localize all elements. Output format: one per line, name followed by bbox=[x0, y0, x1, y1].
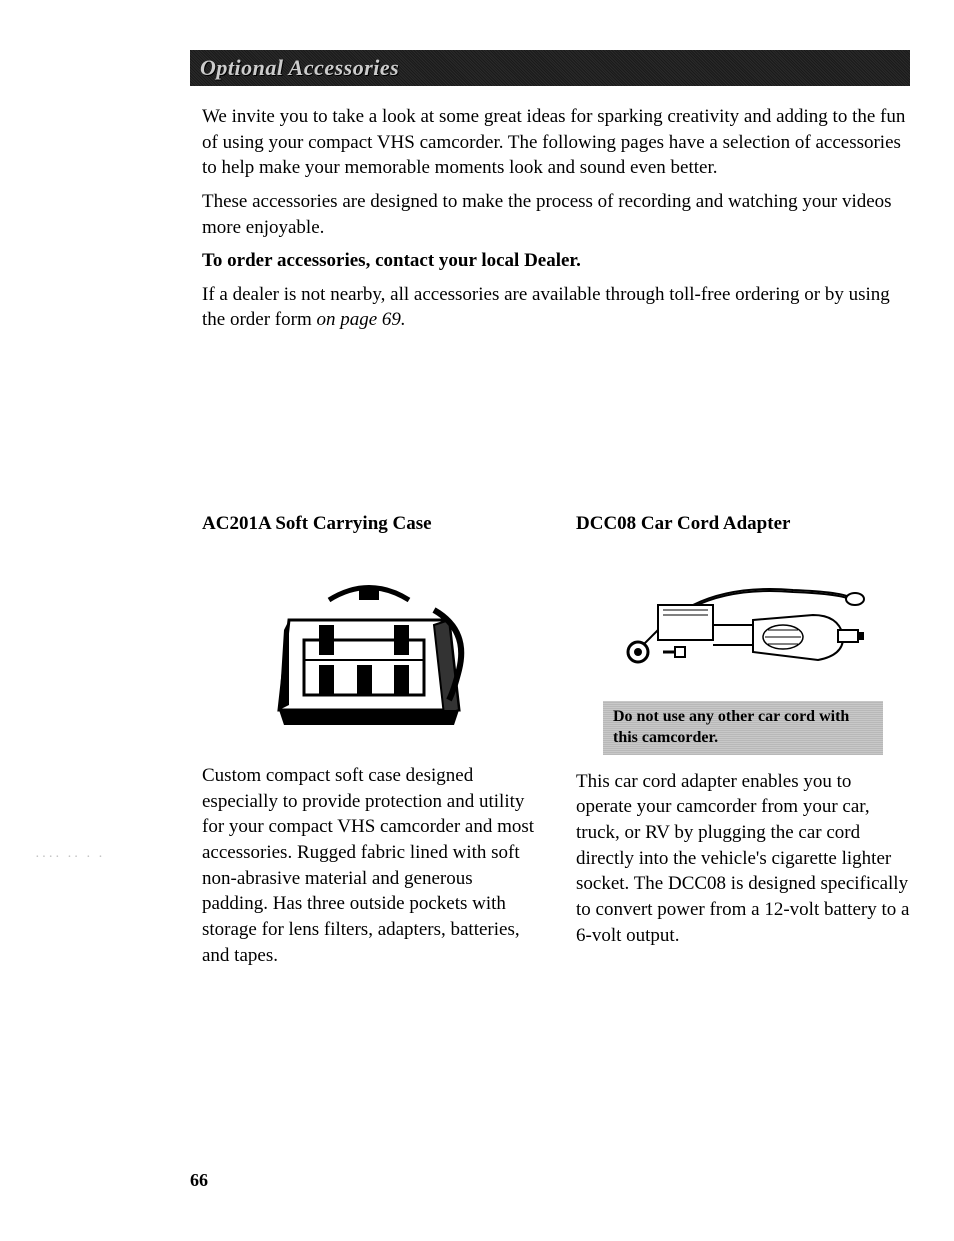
intro-paragraph-2: These accessories are designed to make t… bbox=[202, 189, 910, 240]
product-title-cord: DCC08 Car Cord Adapter bbox=[576, 513, 910, 535]
product-desc-case: Custom compact soft case designed especi… bbox=[202, 763, 536, 968]
bag-icon bbox=[259, 570, 479, 740]
page-number: 66 bbox=[190, 1170, 208, 1191]
intro-paragraph-4: If a dealer is not nearby, all accessori… bbox=[202, 282, 910, 333]
product-carrying-case: AC201A Soft Carrying Case bbox=[202, 513, 536, 968]
intro-paragraph-3-order: To order accessories, contact your local… bbox=[202, 248, 910, 274]
section-header-bar: Optional Accessories bbox=[190, 50, 910, 86]
product-car-cord: DCC08 Car Cord Adapter bbox=[576, 513, 910, 968]
warning-box: Do not use any other car cord with this … bbox=[603, 701, 883, 755]
intro-block: We invite you to take a look at some gre… bbox=[190, 104, 910, 333]
intro-p4-text: If a dealer is not nearby, all accessori… bbox=[202, 284, 890, 331]
carrying-case-illustration bbox=[202, 565, 536, 745]
intro-paragraph-1: We invite you to take a look at some gre… bbox=[202, 104, 910, 181]
product-desc-cord: This car cord adapter enables you to ope… bbox=[576, 769, 910, 948]
products-row: AC201A Soft Carrying Case bbox=[190, 513, 910, 968]
section-header-title: Optional Accessories bbox=[200, 55, 399, 81]
intro-p4-page-ref: on page 69. bbox=[316, 309, 405, 330]
cord-adapter-icon bbox=[613, 570, 873, 690]
scan-artifact: ···· ·· · · bbox=[35, 850, 105, 866]
car-cord-illustration bbox=[576, 565, 910, 695]
document-page: Optional Accessories We invite you to ta… bbox=[190, 50, 910, 968]
product-title-case: AC201A Soft Carrying Case bbox=[202, 513, 536, 535]
